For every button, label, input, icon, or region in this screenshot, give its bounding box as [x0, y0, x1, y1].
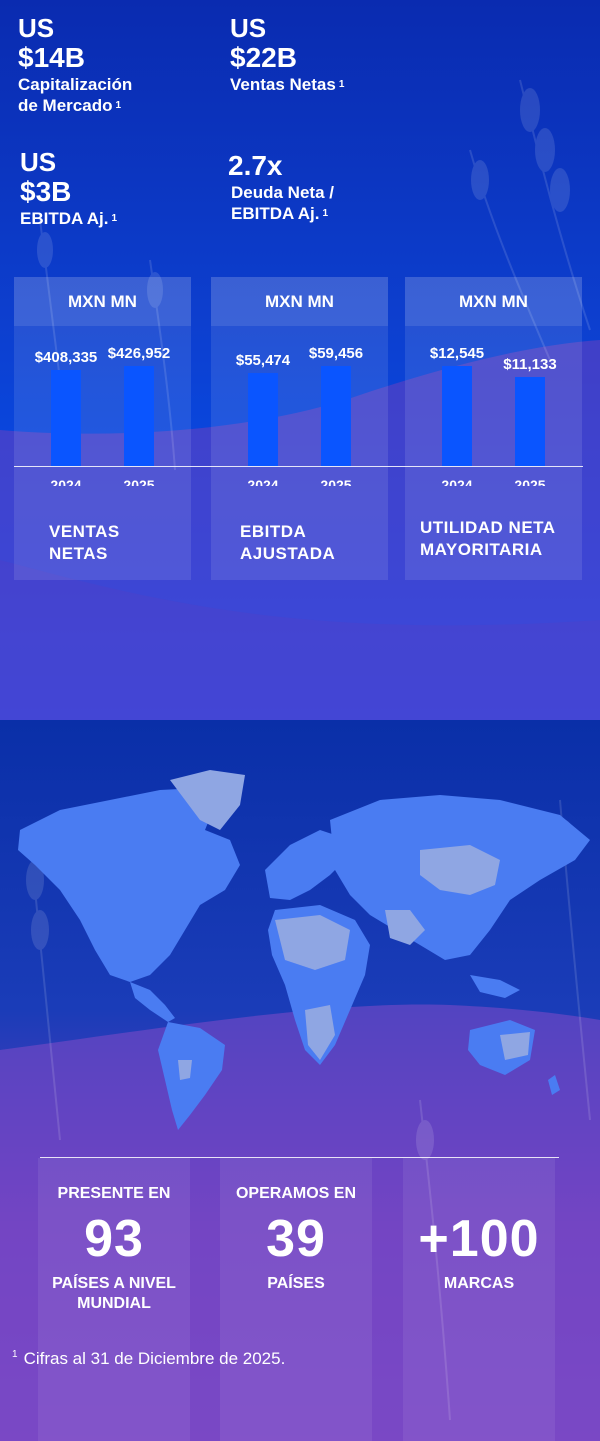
- kpi-value: $3B: [20, 176, 72, 207]
- kpi-label: Capitalización: [18, 75, 133, 94]
- kpi-label: EBITDA Aj. 1: [20, 209, 118, 228]
- bar-2024: [51, 370, 81, 466]
- bar-2024: [248, 373, 278, 466]
- chart-baseline: [14, 466, 583, 467]
- stat-post-label: PAÍSES: [267, 1275, 325, 1292]
- purple-wave-background: [0, 1004, 600, 1441]
- footnote-mark: 1: [338, 79, 345, 90]
- stat-post-label: PAÍSES A NIVEL MUNDIAL: [52, 1275, 176, 1312]
- chart-unit-label: MXN MN: [405, 277, 582, 326]
- chart-title-line: NETAS: [49, 544, 108, 563]
- chart-card-net-sales: MXN MN $408,335 2024 $426,952 2025 VENTAS N…: [14, 277, 191, 580]
- footnote-mark: 1: [111, 213, 118, 224]
- chart-card-net-income: MXN MN $12,545 2024 $11,133 2025 UTILIDAD N…: [405, 277, 582, 580]
- bar-value-label: $55,474: [236, 352, 291, 369]
- x-tick-label: 2025: [514, 477, 545, 486]
- chart-title: VENTAS NETAS: [49, 521, 120, 565]
- stat-pre-label: PRESENTE EN: [57, 1185, 171, 1202]
- kpi-currency: US: [18, 13, 55, 43]
- chart-unit-label: MXN MN: [14, 277, 191, 326]
- footnote: 1 Cifras al 31 de Diciembre de 2025.: [12, 1349, 285, 1369]
- stat-pre-label: [403, 1184, 555, 1204]
- footnote-text: Cifras al 31 de Diciembre de 2025.: [23, 1349, 286, 1368]
- kpi-label: de Mercado 1: [18, 96, 122, 115]
- kpi-market-cap: US $14B Capitalización de Mercado 1: [18, 14, 132, 116]
- chart-title-line: MAYORITARIA: [420, 540, 543, 559]
- chart-title-line: VENTAS: [49, 522, 120, 541]
- stat-number: 93: [84, 1210, 144, 1268]
- wheat-icon: [26, 799, 591, 1421]
- kpi-label: Ventas Netas 1: [230, 75, 345, 94]
- kpi-value: 2.7x: [228, 150, 283, 181]
- kpi-value: $14B: [18, 42, 85, 73]
- kpi-leverage: 2.7x Deuda Neta / EBITDA Aj. 1: [228, 150, 334, 224]
- kpi-currency: US: [230, 13, 267, 43]
- stats-divider: [40, 1157, 559, 1158]
- kpi-value: $22B: [230, 42, 297, 73]
- kpi-ebitda: US $3B EBITDA Aj. 1: [20, 148, 117, 229]
- stat-pre-label: OPERAMOS EN: [235, 1185, 356, 1202]
- kpi-net-sales: US $22B Ventas Netas 1: [230, 14, 344, 95]
- x-tick-label: 2024: [50, 477, 81, 486]
- world-map-icon: [18, 770, 590, 1130]
- chart-title-line: EBITDA: [240, 522, 307, 541]
- bar-value-label: $408,335: [35, 349, 98, 366]
- bar-2024: [442, 366, 472, 466]
- bar-value-label: $426,952: [108, 345, 171, 362]
- chart-title: UTILIDAD NETA MAYORITARIA: [420, 517, 556, 561]
- stat-countries-present: PRESENTE EN 93 PAÍSES A NIVEL MUNDIAL: [38, 1158, 190, 1441]
- stat-number: 39: [266, 1210, 326, 1268]
- x-tick-label: 2024: [247, 477, 278, 486]
- chart-title-line: AJUSTADA: [240, 544, 336, 563]
- chart-title-line: UTILIDAD NETA: [420, 518, 556, 537]
- bar-2025: [124, 366, 154, 466]
- x-tick-label: 2025: [123, 477, 154, 486]
- wheat-icon: [37, 79, 591, 471]
- kpi-currency: US: [20, 147, 57, 177]
- financials-section: [0, 0, 600, 720]
- chart-card-ebitda: MXN MN $55,474 2024 $59,456 2025 EBITDA AJU…: [211, 277, 388, 580]
- bar-chart-net-sales: $408,335 2024 $426,952 2025: [35, 345, 171, 486]
- bar-value-label: $11,133: [503, 356, 556, 373]
- kpi-label: Deuda Neta /: [231, 183, 334, 202]
- x-tick-label: 2025: [320, 477, 351, 486]
- bar-chart-ebitda: $55,474 2024 $59,456 2025: [236, 345, 363, 486]
- footnote-mark: 1: [12, 1349, 18, 1360]
- footnote-mark: 1: [322, 208, 329, 219]
- stat-post-label: MARCAS: [443, 1275, 515, 1292]
- chart-unit-label: MXN MN: [211, 277, 388, 326]
- stat-number: +100: [418, 1210, 540, 1268]
- bar-2025: [515, 377, 545, 466]
- stat-brands: +100 MARCAS: [403, 1158, 555, 1441]
- stat-countries-operating: OPERAMOS EN 39 PAÍSES: [220, 1158, 372, 1441]
- footnote-mark: 1: [115, 100, 122, 111]
- bar-value-label: $59,456: [309, 345, 363, 362]
- kpi-label: EBITDA Aj. 1: [231, 204, 329, 223]
- bar-2025: [321, 366, 351, 466]
- chart-title: EBITDA AJUSTADA: [240, 521, 335, 565]
- bar-chart-net-income: $12,545 2024 $11,133 2025: [430, 345, 557, 486]
- x-tick-label: 2024: [441, 477, 472, 486]
- bar-value-label: $12,545: [430, 345, 484, 362]
